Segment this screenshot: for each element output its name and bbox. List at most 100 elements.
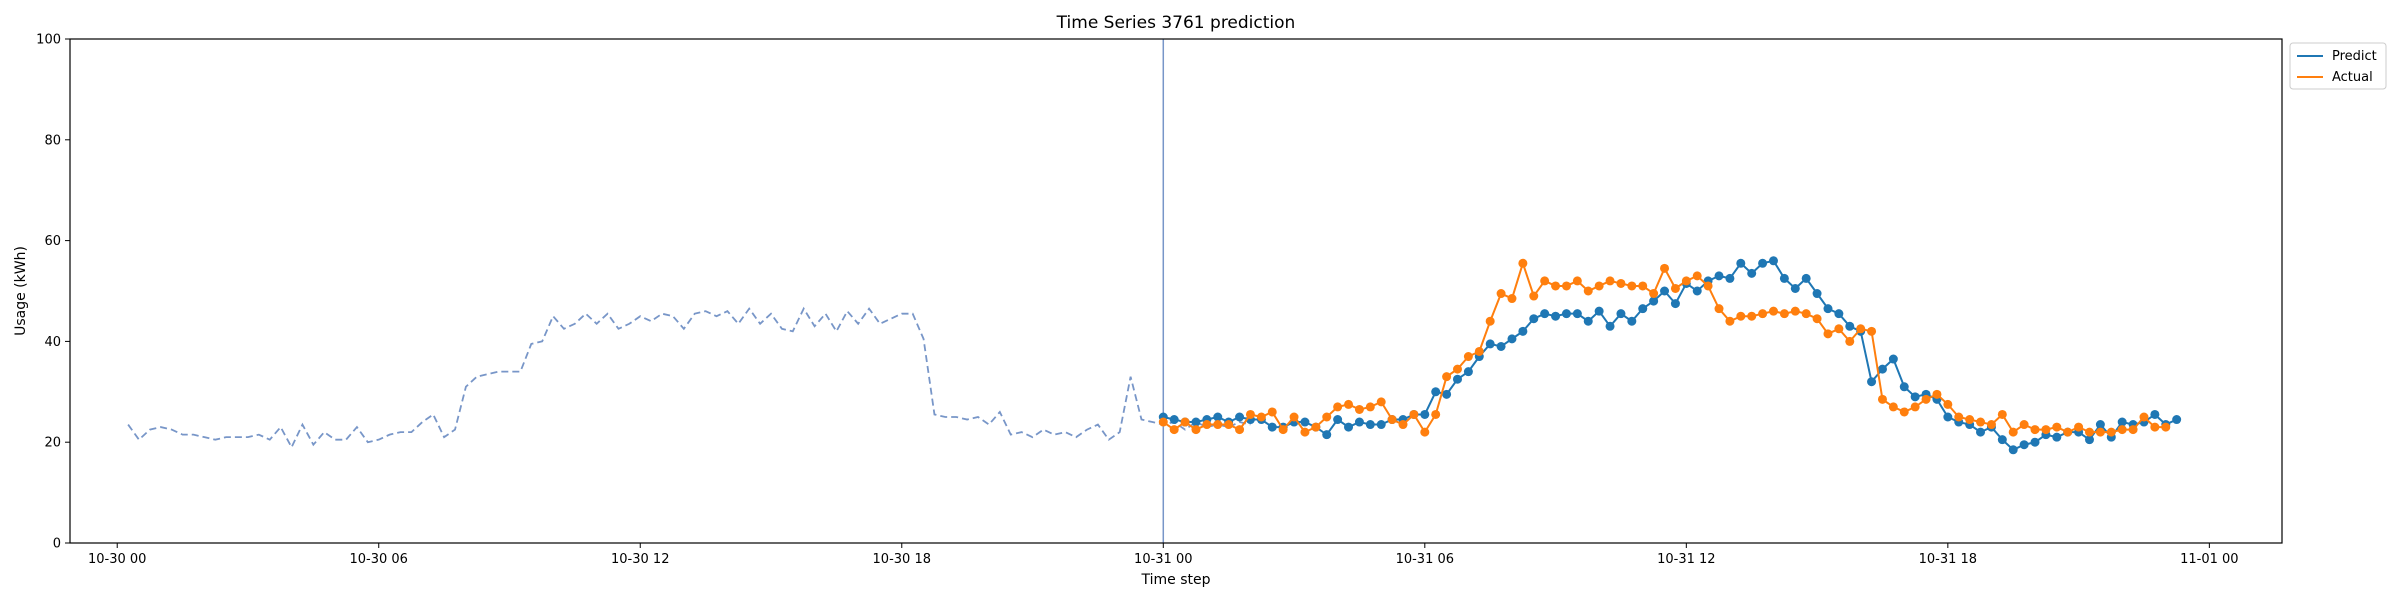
actual-point <box>1191 425 1201 435</box>
actual-point <box>2117 425 2127 435</box>
predict-point <box>1616 309 1626 319</box>
actual-point <box>1278 425 1288 435</box>
actual-point <box>1627 281 1637 291</box>
predict-point <box>1877 364 1887 374</box>
predict-point <box>1376 420 1386 430</box>
actual-point <box>1660 263 1670 273</box>
y-tick-label: 60 <box>44 234 61 249</box>
x-tick-label: 10-31 12 <box>1657 552 1715 567</box>
actual-point <box>1583 286 1593 296</box>
actual-point <box>1714 304 1724 314</box>
predict-point <box>1867 377 1877 387</box>
actual-point <box>1518 258 1528 268</box>
predict-point <box>1823 304 1833 314</box>
predict-point <box>1463 367 1473 377</box>
predict-line <box>1163 259 2178 451</box>
x-tick-label: 11-01 00 <box>2180 552 2238 567</box>
predict-point <box>1779 273 1789 283</box>
actual-point <box>1442 372 1452 382</box>
actual-point <box>2063 427 2073 437</box>
predict-point <box>1997 435 2007 445</box>
actual-point <box>1333 402 1343 412</box>
actual-point <box>1561 281 1571 291</box>
predict-point <box>1267 422 1277 432</box>
actual-point <box>1932 389 1942 399</box>
predict-point <box>1191 417 1201 427</box>
predict-point <box>1442 389 1452 399</box>
actual-point <box>1986 420 1996 430</box>
legend: Predict Actual <box>2289 42 2387 90</box>
actual-point <box>1398 420 1408 430</box>
actual-point <box>1420 427 1430 437</box>
actual-point <box>1801 309 1811 319</box>
actual-point <box>1431 409 1441 419</box>
chart-title: Time Series 3761 prediction <box>1056 13 1296 33</box>
predict-point <box>1354 417 1364 427</box>
predict-point <box>1736 258 1746 268</box>
predict-point <box>1649 296 1659 306</box>
predict-point <box>1638 304 1648 314</box>
predict-point <box>1344 422 1354 432</box>
actual-point <box>1790 306 1800 316</box>
y-axis-title: Usage (kWh) <box>13 246 29 336</box>
predict-point <box>1485 339 1495 349</box>
predict-point <box>1169 415 1179 425</box>
actual-point <box>1507 294 1517 304</box>
actual-point <box>1354 404 1364 414</box>
actual-point <box>1670 283 1680 293</box>
x-tick-label: 10-30 06 <box>350 552 408 567</box>
x-tick-label: 10-30 00 <box>88 552 146 567</box>
predict-point <box>1888 354 1898 364</box>
y-tick-label: 20 <box>44 436 61 451</box>
predict-point <box>1692 286 1702 296</box>
actual-point <box>1823 329 1833 339</box>
actual-point <box>1845 336 1855 346</box>
actual-point <box>1267 407 1277 417</box>
predict-point <box>1420 409 1430 419</box>
actual-point <box>1877 394 1887 404</box>
actual-point <box>1365 402 1375 412</box>
x-tick-label: 10-31 18 <box>1919 552 1977 567</box>
x-tick-label: 10-30 18 <box>873 552 931 567</box>
plot-frame <box>69 38 2283 544</box>
actual-point <box>1202 420 1212 430</box>
actual-point <box>2106 427 2116 437</box>
predict-point <box>1540 309 1550 319</box>
actual-point <box>1387 415 1397 425</box>
actual-point <box>1289 412 1299 422</box>
y-tick-label: 40 <box>44 335 61 350</box>
actual-point <box>1943 399 1953 409</box>
predict-point <box>1452 374 1462 384</box>
actual-point <box>2041 425 2051 435</box>
predict-point <box>1431 387 1441 397</box>
actual-point <box>1594 281 1604 291</box>
actual-point <box>1311 422 1321 432</box>
actual-point <box>1921 394 1931 404</box>
predict-point <box>1594 306 1604 316</box>
predict-point <box>1322 430 1332 440</box>
actual-point <box>1572 276 1582 286</box>
actual-point <box>1976 417 1986 427</box>
actual-point <box>1638 281 1648 291</box>
actual-point <box>2128 425 2138 435</box>
actual-point <box>2030 425 2040 435</box>
actual-point <box>2019 420 2029 430</box>
predict-point <box>1790 283 1800 293</box>
predict-point <box>1812 289 1822 299</box>
actual-point <box>1158 417 1168 427</box>
actual-point <box>2139 412 2149 422</box>
actual-point <box>1485 316 1495 326</box>
actual-point <box>2008 427 2018 437</box>
predict-point <box>2172 415 2182 425</box>
predict-point <box>2052 432 2062 442</box>
actual-point <box>1758 309 1768 319</box>
predict-point <box>1910 392 1920 402</box>
actual-point <box>1965 415 1975 425</box>
actual-point <box>1474 346 1484 356</box>
predict-point <box>1213 412 1223 422</box>
predict-point <box>1768 256 1778 266</box>
predict-point <box>1333 415 1343 425</box>
actual-point <box>1812 314 1822 324</box>
y-tick-label: 100 <box>36 33 61 48</box>
actual-point <box>1725 316 1735 326</box>
